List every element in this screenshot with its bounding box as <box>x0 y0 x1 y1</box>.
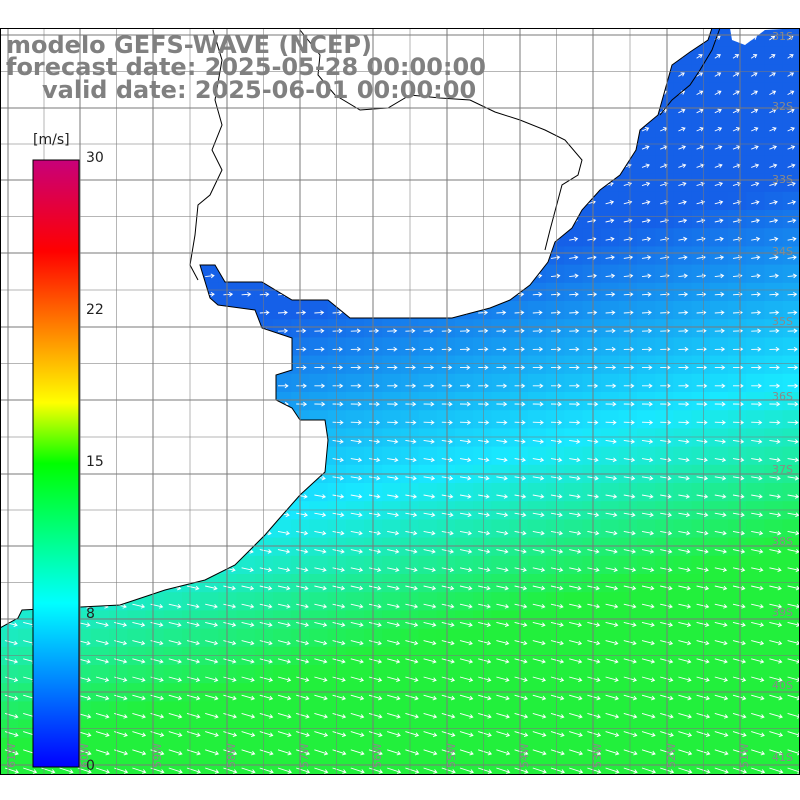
longitude-label: 57W <box>298 743 311 768</box>
title-model: modelo GEFS-WAVE (NCEP) <box>6 31 372 59</box>
latitude-label: 35S <box>772 315 793 328</box>
colorbar-tick-8: 8 <box>86 606 95 622</box>
latitude-label: 37S <box>772 463 793 476</box>
colorbar-tick-30: 30 <box>86 150 104 166</box>
longitude-label: 55W <box>445 743 458 768</box>
latitude-label: 33S <box>772 173 793 186</box>
latitude-label: 40S <box>772 679 793 692</box>
graticule <box>0 28 800 775</box>
longitude-label: 52W <box>665 743 678 768</box>
longitude-label: 61W <box>5 743 18 768</box>
longitude-label: 60W <box>78 743 91 768</box>
latitude-label: 39S <box>772 606 793 619</box>
title-forecast-date: forecast date: 2025-05-28 00:00:00 <box>6 53 486 81</box>
latitude-label: 36S <box>772 390 793 403</box>
colorbar-tick-0: 0 <box>86 758 95 774</box>
longitude-label: 53W <box>591 743 604 768</box>
coastline <box>0 27 721 629</box>
colorbar <box>32 159 80 768</box>
longitude-label: 54W <box>518 743 531 768</box>
longitude-label: 58W <box>225 743 238 768</box>
latitude-label: 34S <box>772 245 793 258</box>
title-valid-date: valid date: 2025-06-01 00:00:00 <box>42 76 477 104</box>
latitude-label: 31S <box>772 30 793 43</box>
longitude-label: 51W <box>738 743 751 768</box>
latitude-label: 41S <box>772 751 793 764</box>
colorbar-tick-22: 22 <box>86 302 104 318</box>
latitude-labels: 31S 32S 33S 34S 35S 36S 37S 38S 39S 40S 41S <box>772 30 793 764</box>
latitude-label: 38S <box>772 535 793 548</box>
latitude-label: 32S <box>772 100 793 113</box>
longitude-label: 59W <box>151 743 164 768</box>
longitude-label: 56W <box>371 743 384 768</box>
colorbar-tick-15: 15 <box>86 454 104 470</box>
colorbar-unit: [m/s] <box>33 132 70 148</box>
longitude-labels: 61W 60W 59W 58W 57W 56W 55W 54W 53W 52W 51W <box>5 743 751 768</box>
